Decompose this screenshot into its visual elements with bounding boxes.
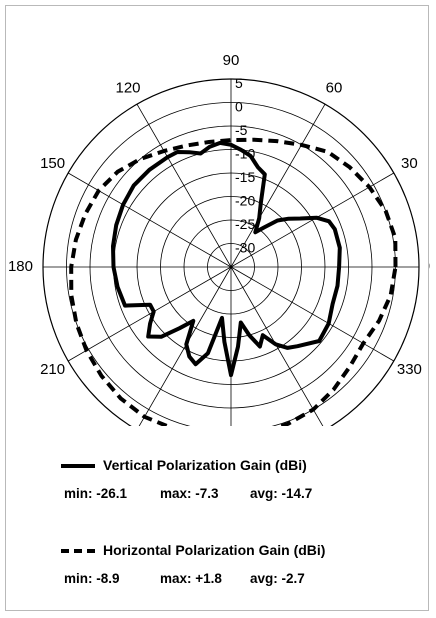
chart-frame: 030609012015018021024027030033050-5-10-1… (5, 5, 430, 611)
angle-tick-label: 30 (401, 155, 418, 172)
stats-vertical: min: -26.1 max: -7.3 avg: -14.7 (64, 486, 312, 501)
stat-min-horizontal: min: -8.9 (64, 571, 120, 586)
grid-spoke (67, 266, 232, 362)
legend-horizontal: Horizontal Polarization Gain (dBi) (61, 542, 325, 558)
radial-tick-label: -5 (235, 122, 248, 138)
series-line-horizontal (69, 137, 398, 426)
stat-max-vertical: max: -7.3 (160, 486, 219, 501)
angle-tick-label: 150 (40, 155, 65, 172)
legend-swatch-vertical (61, 464, 95, 469)
legend-label-horizontal: Horizontal Polarization Gain (dBi) (103, 542, 326, 558)
stats-horizontal: min: -8.9 max: +1.8 avg: -2.7 (64, 571, 305, 586)
grid-spoke (230, 103, 326, 268)
stat-min-vertical: min: -26.1 (64, 486, 128, 501)
angle-tick-label: 60 (326, 80, 343, 97)
stat-max-horizontal: max: +1.8 (160, 571, 222, 586)
legend-label-vertical: Vertical Polarization Gain (dBi) (103, 457, 307, 473)
angle-tick-label: 330 (397, 361, 422, 378)
grid-spoke (67, 172, 232, 268)
radial-tick-label: 5 (235, 75, 243, 91)
radial-tick-label: -25 (235, 216, 255, 232)
angle-tick-label: 180 (8, 258, 33, 275)
stat-avg-horizontal: avg: -2.7 (250, 571, 305, 586)
angle-tick-label: 0 (429, 258, 430, 275)
radial-tick-label: -30 (235, 240, 255, 256)
polar-plot: 030609012015018021024027030033050-5-10-1… (8, 52, 430, 426)
angle-tick-label: 120 (115, 80, 140, 97)
angle-tick-label: 90 (223, 52, 240, 69)
grid-spoke (230, 172, 395, 268)
radial-tick-label: -10 (235, 146, 255, 162)
grid-spoke (230, 266, 395, 362)
grid-spoke (136, 103, 232, 268)
grid-spoke (138, 266, 232, 426)
stat-avg-vertical: avg: -14.7 (250, 486, 313, 501)
legend-swatch-horizontal (61, 549, 95, 554)
series-line-vertical (111, 140, 342, 378)
grid-spoke (230, 266, 324, 426)
angle-tick-label: 210 (40, 361, 65, 378)
radial-tick-label: 0 (235, 99, 243, 115)
legend-vertical: Vertical Polarization Gain (dBi) (61, 457, 307, 473)
radial-tick-label: -15 (235, 169, 255, 185)
radial-tick-label: -20 (235, 193, 255, 209)
